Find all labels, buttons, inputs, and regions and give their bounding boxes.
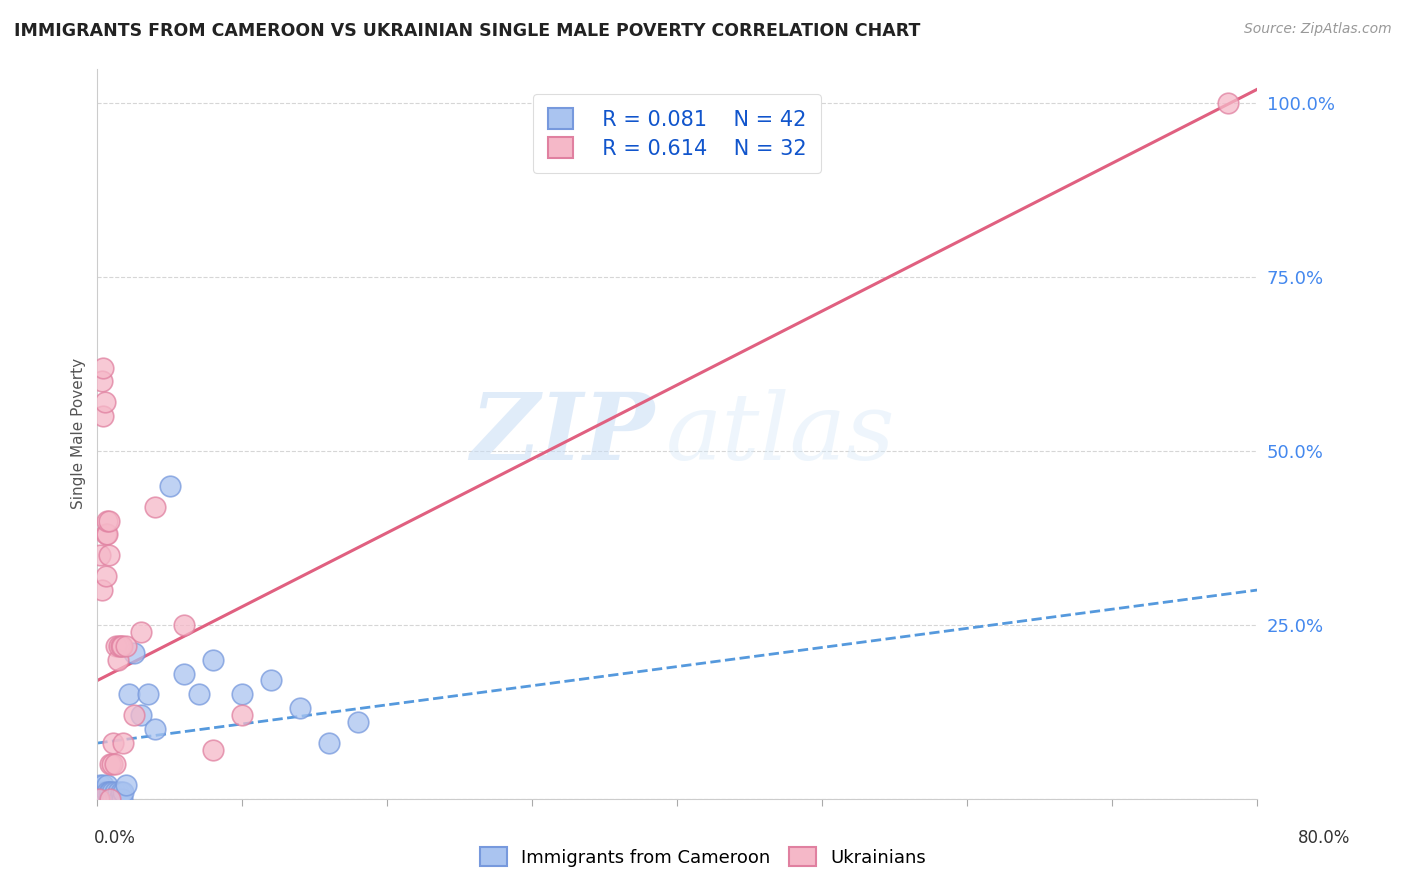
Point: [89, 549, 111, 563]
Point: [260, 673, 283, 688]
Point: [89, 785, 111, 799]
Point: [87, 791, 110, 805]
Point: [103, 791, 125, 805]
Point: [318, 736, 340, 750]
Point: [115, 639, 138, 653]
Point: [173, 617, 195, 632]
Point: [110, 785, 132, 799]
Point: [1216, 96, 1239, 111]
Point: [100, 791, 122, 805]
Point: [91, 778, 114, 792]
Y-axis label: Single Male Poverty: Single Male Poverty: [72, 358, 86, 509]
Text: atlas: atlas: [665, 389, 896, 479]
Legend:   R = 0.081    N = 42,   R = 0.614    N = 32: R = 0.081 N = 42, R = 0.614 N = 32: [533, 94, 821, 173]
Point: [90, 791, 112, 805]
Text: Source: ZipAtlas.com: Source: ZipAtlas.com: [1244, 22, 1392, 37]
Point: [108, 639, 131, 653]
Point: [91, 409, 114, 424]
Point: [96, 527, 118, 541]
Point: [94, 527, 117, 541]
Point: [101, 756, 124, 771]
Point: [107, 652, 129, 666]
Point: [97, 791, 120, 805]
Text: 80.0%: 80.0%: [1298, 829, 1351, 847]
Point: [129, 624, 152, 639]
Point: [94, 569, 117, 583]
Point: [108, 791, 131, 805]
Point: [104, 785, 127, 799]
Point: [87, 791, 110, 805]
Point: [112, 736, 135, 750]
Point: [94, 791, 117, 805]
Point: [122, 708, 145, 723]
Point: [136, 687, 159, 701]
Point: [111, 791, 134, 805]
Point: [101, 785, 124, 799]
Point: [103, 736, 125, 750]
Point: [93, 785, 115, 799]
Legend: Immigrants from Cameroon, Ukrainians: Immigrants from Cameroon, Ukrainians: [472, 840, 934, 874]
Point: [97, 785, 120, 799]
Point: [97, 549, 120, 563]
Point: [94, 785, 117, 799]
Point: [100, 785, 122, 799]
Text: IMMIGRANTS FROM CAMEROON VS UKRAINIAN SINGLE MALE POVERTY CORRELATION CHART: IMMIGRANTS FROM CAMEROON VS UKRAINIAN SI…: [14, 22, 921, 40]
Point: [231, 708, 253, 723]
Point: [112, 785, 135, 799]
Point: [110, 639, 132, 653]
Point: [104, 756, 127, 771]
Point: [96, 785, 118, 799]
Point: [231, 687, 253, 701]
Text: ZIP: ZIP: [470, 389, 654, 479]
Point: [90, 583, 112, 598]
Point: [115, 778, 138, 792]
Point: [96, 778, 118, 792]
Point: [202, 743, 225, 757]
Point: [91, 791, 114, 805]
Point: [97, 514, 120, 528]
Point: [90, 375, 112, 389]
Point: [105, 791, 128, 805]
Point: [143, 500, 166, 514]
Point: [118, 687, 141, 701]
Point: [100, 791, 122, 805]
Point: [143, 722, 166, 736]
Point: [96, 514, 118, 528]
Point: [187, 687, 209, 701]
Point: [202, 652, 225, 666]
Point: [105, 639, 128, 653]
Point: [90, 785, 112, 799]
Point: [173, 666, 195, 681]
Point: [91, 360, 114, 375]
Point: [101, 791, 124, 805]
Point: [93, 395, 115, 409]
Point: [347, 715, 370, 730]
Point: [93, 791, 115, 805]
Point: [100, 756, 122, 771]
Point: [111, 639, 134, 653]
Point: [107, 785, 129, 799]
Point: [122, 646, 145, 660]
Point: [159, 479, 181, 493]
Point: [89, 778, 111, 792]
Text: 0.0%: 0.0%: [94, 829, 136, 847]
Point: [129, 708, 152, 723]
Point: [290, 701, 312, 715]
